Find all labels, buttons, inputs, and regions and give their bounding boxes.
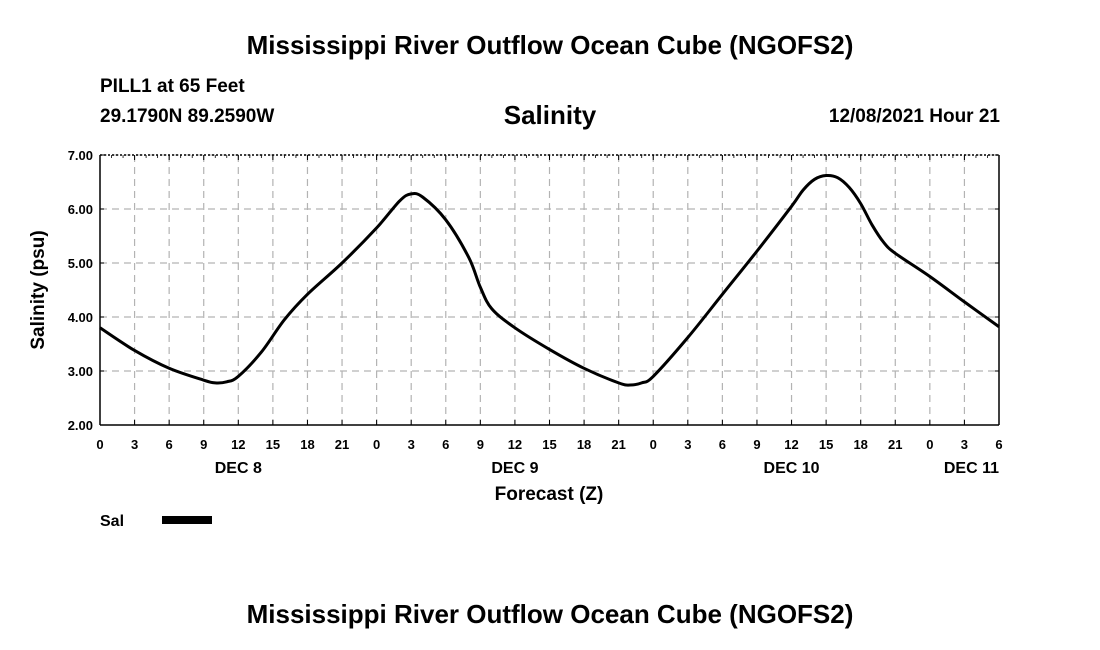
y-tick-label: 6.00 [68,202,93,217]
x-tick-label: 12 [784,437,798,452]
x-tick-label: 6 [719,437,726,452]
x-tick-label: 6 [166,437,173,452]
x-tick-label: 0 [926,437,933,452]
x-tick-label: 18 [577,437,591,452]
station-label: PILL1 at 65 Feet [100,76,245,97]
x-tick-label: 12 [231,437,245,452]
x-tick-label: 3 [961,437,968,452]
x-tick-label: 15 [819,437,833,452]
legend-label-sal: Sal [100,513,124,530]
day-label: DEC 9 [491,460,538,477]
x-tick-label: 9 [753,437,760,452]
x-tick-label: 18 [853,437,867,452]
variable-title: Salinity [503,100,597,130]
x-tick-label: 21 [611,437,625,452]
y-tick-label: 5.00 [68,256,93,271]
x-tick-label: 3 [408,437,415,452]
grid [100,154,999,425]
x-tick-label: 6 [442,437,449,452]
x-tick-label: 15 [266,437,280,452]
day-label: DEC 8 [215,460,262,477]
x-tick-label: 15 [542,437,556,452]
y-tick-label: 3.00 [68,364,93,379]
x-tick-label: 9 [477,437,484,452]
series-line-sal [99,173,1000,387]
x-tick-label: 21 [335,437,349,452]
x-axis-label: Forecast (Z) [495,484,604,505]
footer-title: Mississippi River Outflow Ocean Cube (NG… [246,599,854,629]
x-tick-label: 3 [131,437,138,452]
x-tick-label: 18 [300,437,314,452]
x-tick-label: 12 [508,437,522,452]
y-tick-label: 4.00 [68,310,93,325]
y-axis-label: Salinity (psu) [28,230,49,349]
x-tick-label: 6 [995,437,1002,452]
axes: 2.00 3.00 4.00 5.00 6.00 7.00 0 3 6 9 12 15 18 21 0 3 6 9… [68,148,1003,477]
forecast-datetime: 12/08/2021 Hour 21 [828,106,1000,127]
x-tick-label: 0 [650,437,657,452]
series-layer [99,173,1000,387]
chart-title: Mississippi River Outflow Ocean Cube (NG… [246,30,854,60]
x-tick-label: 21 [888,437,902,452]
legend: Sal [100,513,212,530]
station-coordinates: 29.1790N 89.2590W [100,106,275,127]
x-tick-label: 0 [96,437,103,452]
day-label: DEC 11 [944,460,999,477]
day-label: DEC 10 [764,460,820,477]
x-tick-label: 9 [200,437,207,452]
y-tick-label: 2.00 [68,418,93,433]
x-tick-label: 0 [373,437,380,452]
y-tick-label: 7.00 [68,148,93,163]
x-tick-label: 3 [684,437,691,452]
